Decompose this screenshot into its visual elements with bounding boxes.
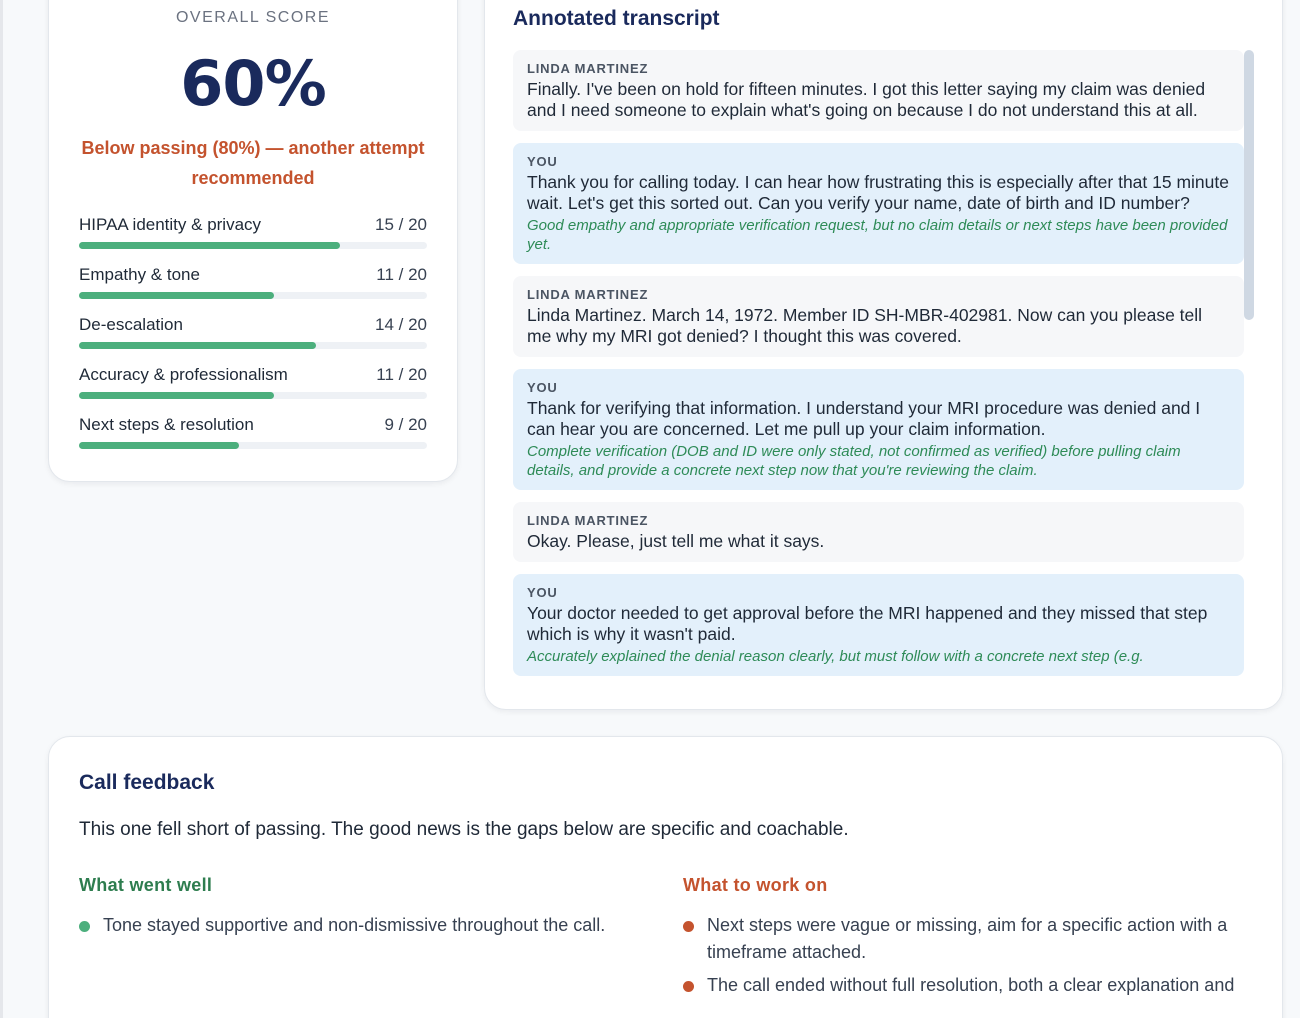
feedback-item-text: The call ended without full resolution, … bbox=[707, 975, 1235, 995]
transcript-card: Annotated transcript LINDA MARTINEZ Final… bbox=[484, 0, 1283, 710]
passing-note: Below passing (80%) — another attempt re… bbox=[81, 138, 425, 188]
metric-row: De-escalation 14 / 20 bbox=[79, 315, 427, 335]
bullet-dot-icon bbox=[683, 921, 694, 932]
message-annotation: Good empathy and appropriate verificatio… bbox=[527, 217, 1228, 253]
score-metric: Next steps & resolution 9 / 20 bbox=[79, 415, 427, 465]
message-speaker: YOU bbox=[527, 154, 558, 169]
message-annotation: Accurately explained the denial reason c… bbox=[527, 648, 1144, 665]
score-metric: De-escalation 14 / 20 bbox=[79, 315, 427, 365]
metric-bar-track bbox=[79, 292, 427, 299]
metric-bar-fill bbox=[79, 342, 316, 349]
feedback-card: Call feedback This one fell short of pas… bbox=[48, 736, 1283, 1018]
feedback-item: Next steps were vague or missing, aim fo… bbox=[683, 912, 1253, 966]
metric-name: HIPAA identity & privacy bbox=[79, 215, 262, 234]
overall-score-label: OVERALL SCORE bbox=[175, 9, 331, 26]
score-metric: Empathy & tone 11 / 20 bbox=[79, 265, 427, 315]
transcript-title: Annotated transcript bbox=[513, 7, 720, 30]
message-speaker: LINDA MARTINEZ bbox=[527, 287, 649, 302]
metric-bar-fill bbox=[79, 242, 340, 249]
message-speaker: YOU bbox=[527, 380, 558, 395]
bullet-dot-icon bbox=[683, 981, 694, 992]
agent-message: YOU Thank you for calling today. I can he… bbox=[513, 143, 1244, 264]
went-well-section: What went well Tone stayed supportive an… bbox=[79, 875, 639, 945]
metric-score: 11 / 20 bbox=[376, 265, 427, 284]
went-well-title: What went well bbox=[79, 875, 213, 895]
message-speaker: LINDA MARTINEZ bbox=[527, 513, 649, 528]
transcript-scrollbar[interactable] bbox=[1244, 50, 1254, 683]
score-metric: Accuracy & professionalism 11 / 20 bbox=[79, 365, 427, 415]
metric-bar-track bbox=[79, 242, 427, 249]
metric-bar-fill bbox=[79, 392, 274, 399]
work-on-section: What to work on Next steps were vague or… bbox=[683, 875, 1253, 1005]
score-metric: HIPAA identity & privacy 15 / 20 bbox=[79, 215, 427, 265]
feedback-item: Tone stayed supportive and non-dismissiv… bbox=[79, 912, 639, 939]
score-metrics: HIPAA identity & privacy 15 / 20 Empathy &… bbox=[79, 215, 427, 465]
message-text: Thank for verifying that information. I … bbox=[527, 398, 1201, 439]
metric-score: 14 / 20 bbox=[375, 315, 427, 334]
overall-score-value: 60% bbox=[180, 47, 326, 120]
metric-bar-fill bbox=[79, 442, 240, 449]
score-card: OVERALL SCORE 60% Below passing (80%) — … bbox=[48, 0, 458, 482]
feedback-item-text: Next steps were vague or missing, aim fo… bbox=[707, 915, 1228, 962]
agent-message: YOU Your doctor needed to get approval be… bbox=[513, 574, 1244, 676]
message-text: Okay. Please, just tell me what it says. bbox=[527, 531, 825, 551]
message-text: Finally. I've been on hold for fifteen m… bbox=[527, 79, 1206, 120]
agent-message: YOU Thank for verifying that information.… bbox=[513, 369, 1244, 490]
metric-name: De-escalation bbox=[79, 315, 183, 334]
metric-name: Empathy & tone bbox=[79, 265, 200, 284]
metric-row: Empathy & tone 11 / 20 bbox=[79, 265, 427, 285]
message-text: Linda Martinez. March 14, 1972. Member I… bbox=[527, 305, 1203, 346]
caller-message: LINDA MARTINEZ Linda Martinez. March 14, … bbox=[513, 276, 1244, 357]
message-speaker: YOU bbox=[527, 585, 558, 600]
metric-score: 15 / 20 bbox=[375, 215, 427, 234]
metric-bar-fill bbox=[79, 292, 274, 299]
caller-message: LINDA MARTINEZ Finally. I've been on hold… bbox=[513, 50, 1244, 131]
metric-row: HIPAA identity & privacy 15 / 20 bbox=[79, 215, 427, 235]
feedback-title: Call feedback bbox=[79, 771, 215, 794]
metric-bar-track bbox=[79, 392, 427, 399]
feedback-item-text: Tone stayed supportive and non-dismissiv… bbox=[103, 915, 606, 935]
metric-row: Accuracy & professionalism 11 / 20 bbox=[79, 365, 427, 385]
feedback-summary: This one fell short of passing. The good… bbox=[79, 819, 849, 840]
metric-row: Next steps & resolution 9 / 20 bbox=[79, 415, 427, 435]
caller-message: LINDA MARTINEZ Okay. Please, just tell me… bbox=[513, 502, 1244, 562]
metric-name: Next steps & resolution bbox=[79, 415, 254, 434]
message-annotation: Complete verification (DOB and ID were o… bbox=[527, 443, 1181, 479]
scrollbar-thumb[interactable] bbox=[1244, 50, 1254, 320]
metric-name: Accuracy & professionalism bbox=[79, 365, 288, 384]
went-well-list: Tone stayed supportive and non-dismissiv… bbox=[79, 912, 639, 939]
work-on-title: What to work on bbox=[683, 875, 828, 895]
message-text: Thank you for calling today. I can hear … bbox=[527, 172, 1229, 213]
message-speaker: LINDA MARTINEZ bbox=[527, 61, 649, 76]
transcript-scroll-area[interactable]: LINDA MARTINEZ Finally. I've been on hold… bbox=[513, 50, 1244, 683]
metric-score: 11 / 20 bbox=[376, 365, 427, 384]
feedback-item: The call ended without full resolution, … bbox=[683, 972, 1253, 999]
metric-score: 9 / 20 bbox=[384, 415, 427, 434]
metric-bar-track bbox=[79, 442, 427, 449]
work-on-list: Next steps were vague or missing, aim fo… bbox=[683, 912, 1253, 999]
metric-bar-track bbox=[79, 342, 427, 349]
bullet-dot-icon bbox=[79, 921, 90, 932]
message-text: Your doctor needed to get approval befor… bbox=[527, 603, 1208, 644]
